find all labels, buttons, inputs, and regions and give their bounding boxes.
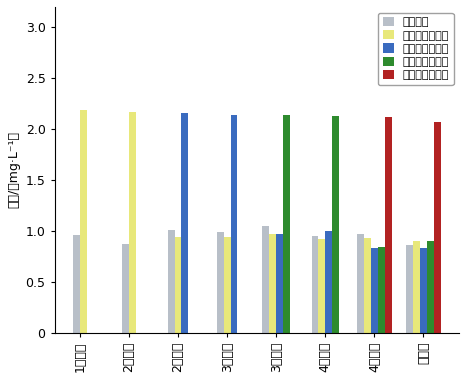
- Bar: [276, 234, 283, 333]
- Bar: [217, 232, 224, 333]
- Bar: [224, 237, 231, 333]
- Bar: [364, 238, 371, 333]
- Bar: [80, 110, 87, 333]
- Bar: [406, 245, 413, 333]
- Bar: [312, 236, 318, 333]
- Bar: [175, 237, 181, 333]
- Bar: [378, 247, 385, 333]
- Bar: [122, 244, 129, 333]
- Bar: [325, 231, 332, 333]
- Bar: [181, 113, 188, 333]
- Bar: [283, 115, 290, 333]
- Bar: [357, 234, 364, 333]
- Bar: [318, 239, 325, 333]
- Bar: [73, 235, 80, 333]
- Bar: [427, 241, 434, 333]
- Bar: [371, 248, 378, 333]
- Bar: [269, 234, 276, 333]
- Y-axis label: 余氯/（mg·L⁻¹）: 余氯/（mg·L⁻¹）: [7, 131, 20, 208]
- Legend: 投加点后, 第一阶段取样点, 第二阶段取样点, 第三阶段取样点, 第四阶段取样点: 投加点后, 第一阶段取样点, 第二阶段取样点, 第三阶段取样点, 第四阶段取样点: [378, 13, 453, 85]
- Bar: [385, 117, 391, 333]
- Bar: [332, 116, 339, 333]
- Bar: [413, 241, 420, 333]
- Bar: [168, 230, 175, 333]
- Bar: [231, 115, 237, 333]
- Bar: [434, 122, 441, 333]
- Bar: [262, 226, 269, 333]
- Bar: [129, 112, 136, 333]
- Bar: [420, 248, 427, 333]
